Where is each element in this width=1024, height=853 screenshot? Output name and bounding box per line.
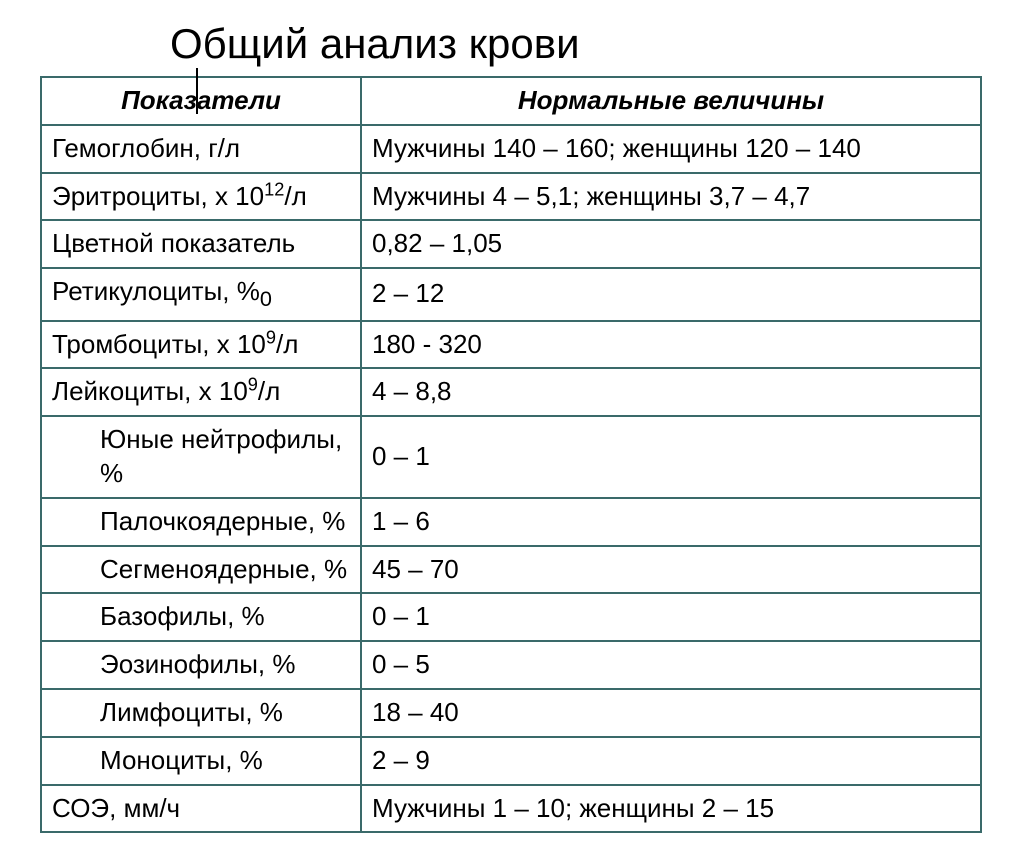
table-body: Гемоглобин, г/лМужчины 140 – 160; женщин… bbox=[41, 125, 981, 833]
cell-value: 0 – 1 bbox=[361, 416, 981, 498]
cell-indicator: Лимфоциты, % bbox=[41, 689, 361, 737]
table-row: Лимфоциты, %18 – 40 bbox=[41, 689, 981, 737]
cell-indicator: Палочкоядерные, % bbox=[41, 498, 361, 546]
page-title: Общий анализ крови bbox=[170, 20, 984, 68]
cell-indicator: Моноциты, % bbox=[41, 737, 361, 785]
table-row: Лейкоциты, х 109/л4 – 8,8 bbox=[41, 368, 981, 416]
table-row: Палочкоядерные, %1 – 6 bbox=[41, 498, 981, 546]
table-row: Эозинофилы, %0 – 5 bbox=[41, 641, 981, 689]
cell-value: Мужчины 4 – 5,1; женщины 3,7 – 4,7 bbox=[361, 173, 981, 221]
table-row: СОЭ, мм/чМужчины 1 – 10; женщины 2 – 15 bbox=[41, 785, 981, 833]
cell-value: Мужчины 1 – 10; женщины 2 – 15 bbox=[361, 785, 981, 833]
title-text: Общий анализ крови bbox=[170, 20, 580, 67]
text-cursor bbox=[196, 68, 198, 114]
cell-value: 2 – 12 bbox=[361, 268, 981, 320]
cell-indicator: Эозинофилы, % bbox=[41, 641, 361, 689]
cell-value: 4 – 8,8 bbox=[361, 368, 981, 416]
cell-indicator: Цветной показатель bbox=[41, 220, 361, 268]
cell-indicator: Эритроциты, х 1012/л bbox=[41, 173, 361, 221]
cell-value: 180 - 320 bbox=[361, 321, 981, 369]
page-container: Общий анализ крови Показатели Нормальные… bbox=[0, 0, 1024, 853]
table-row: Юные нейтрофилы, %0 – 1 bbox=[41, 416, 981, 498]
cell-value: 0,82 – 1,05 bbox=[361, 220, 981, 268]
cell-indicator: Базофилы, % bbox=[41, 593, 361, 641]
table-row: Цветной показатель0,82 – 1,05 bbox=[41, 220, 981, 268]
cell-value: 2 – 9 bbox=[361, 737, 981, 785]
cell-value: 18 – 40 bbox=[361, 689, 981, 737]
cell-value: 0 – 5 bbox=[361, 641, 981, 689]
table-row: Сегменоядерные, %45 – 70 bbox=[41, 546, 981, 594]
cell-indicator: Лейкоциты, х 109/л bbox=[41, 368, 361, 416]
cell-value: 0 – 1 bbox=[361, 593, 981, 641]
cell-indicator: Сегменоядерные, % bbox=[41, 546, 361, 594]
cell-value: 1 – 6 bbox=[361, 498, 981, 546]
blood-test-table: Показатели Нормальные величины Гемоглоби… bbox=[40, 76, 982, 833]
table-header-row: Показатели Нормальные величины bbox=[41, 77, 981, 125]
table-row: Моноциты, %2 – 9 bbox=[41, 737, 981, 785]
cell-indicator: Тромбоциты, х 109/л bbox=[41, 321, 361, 369]
cell-indicator: СОЭ, мм/ч bbox=[41, 785, 361, 833]
table-row: Тромбоциты, х 109/л180 - 320 bbox=[41, 321, 981, 369]
col-header-value: Нормальные величины bbox=[361, 77, 981, 125]
table-row: Гемоглобин, г/лМужчины 140 – 160; женщин… bbox=[41, 125, 981, 173]
cell-indicator: Юные нейтрофилы, % bbox=[41, 416, 361, 498]
cell-indicator: Ретикулоциты, %0 bbox=[41, 268, 361, 320]
table-row: Базофилы, %0 – 1 bbox=[41, 593, 981, 641]
col-header-indicator: Показатели bbox=[41, 77, 361, 125]
cell-value: 45 – 70 bbox=[361, 546, 981, 594]
cell-indicator: Гемоглобин, г/л bbox=[41, 125, 361, 173]
table-row: Ретикулоциты, %02 – 12 bbox=[41, 268, 981, 320]
table-row: Эритроциты, х 1012/лМужчины 4 – 5,1; жен… bbox=[41, 173, 981, 221]
cell-value: Мужчины 140 – 160; женщины 120 – 140 bbox=[361, 125, 981, 173]
